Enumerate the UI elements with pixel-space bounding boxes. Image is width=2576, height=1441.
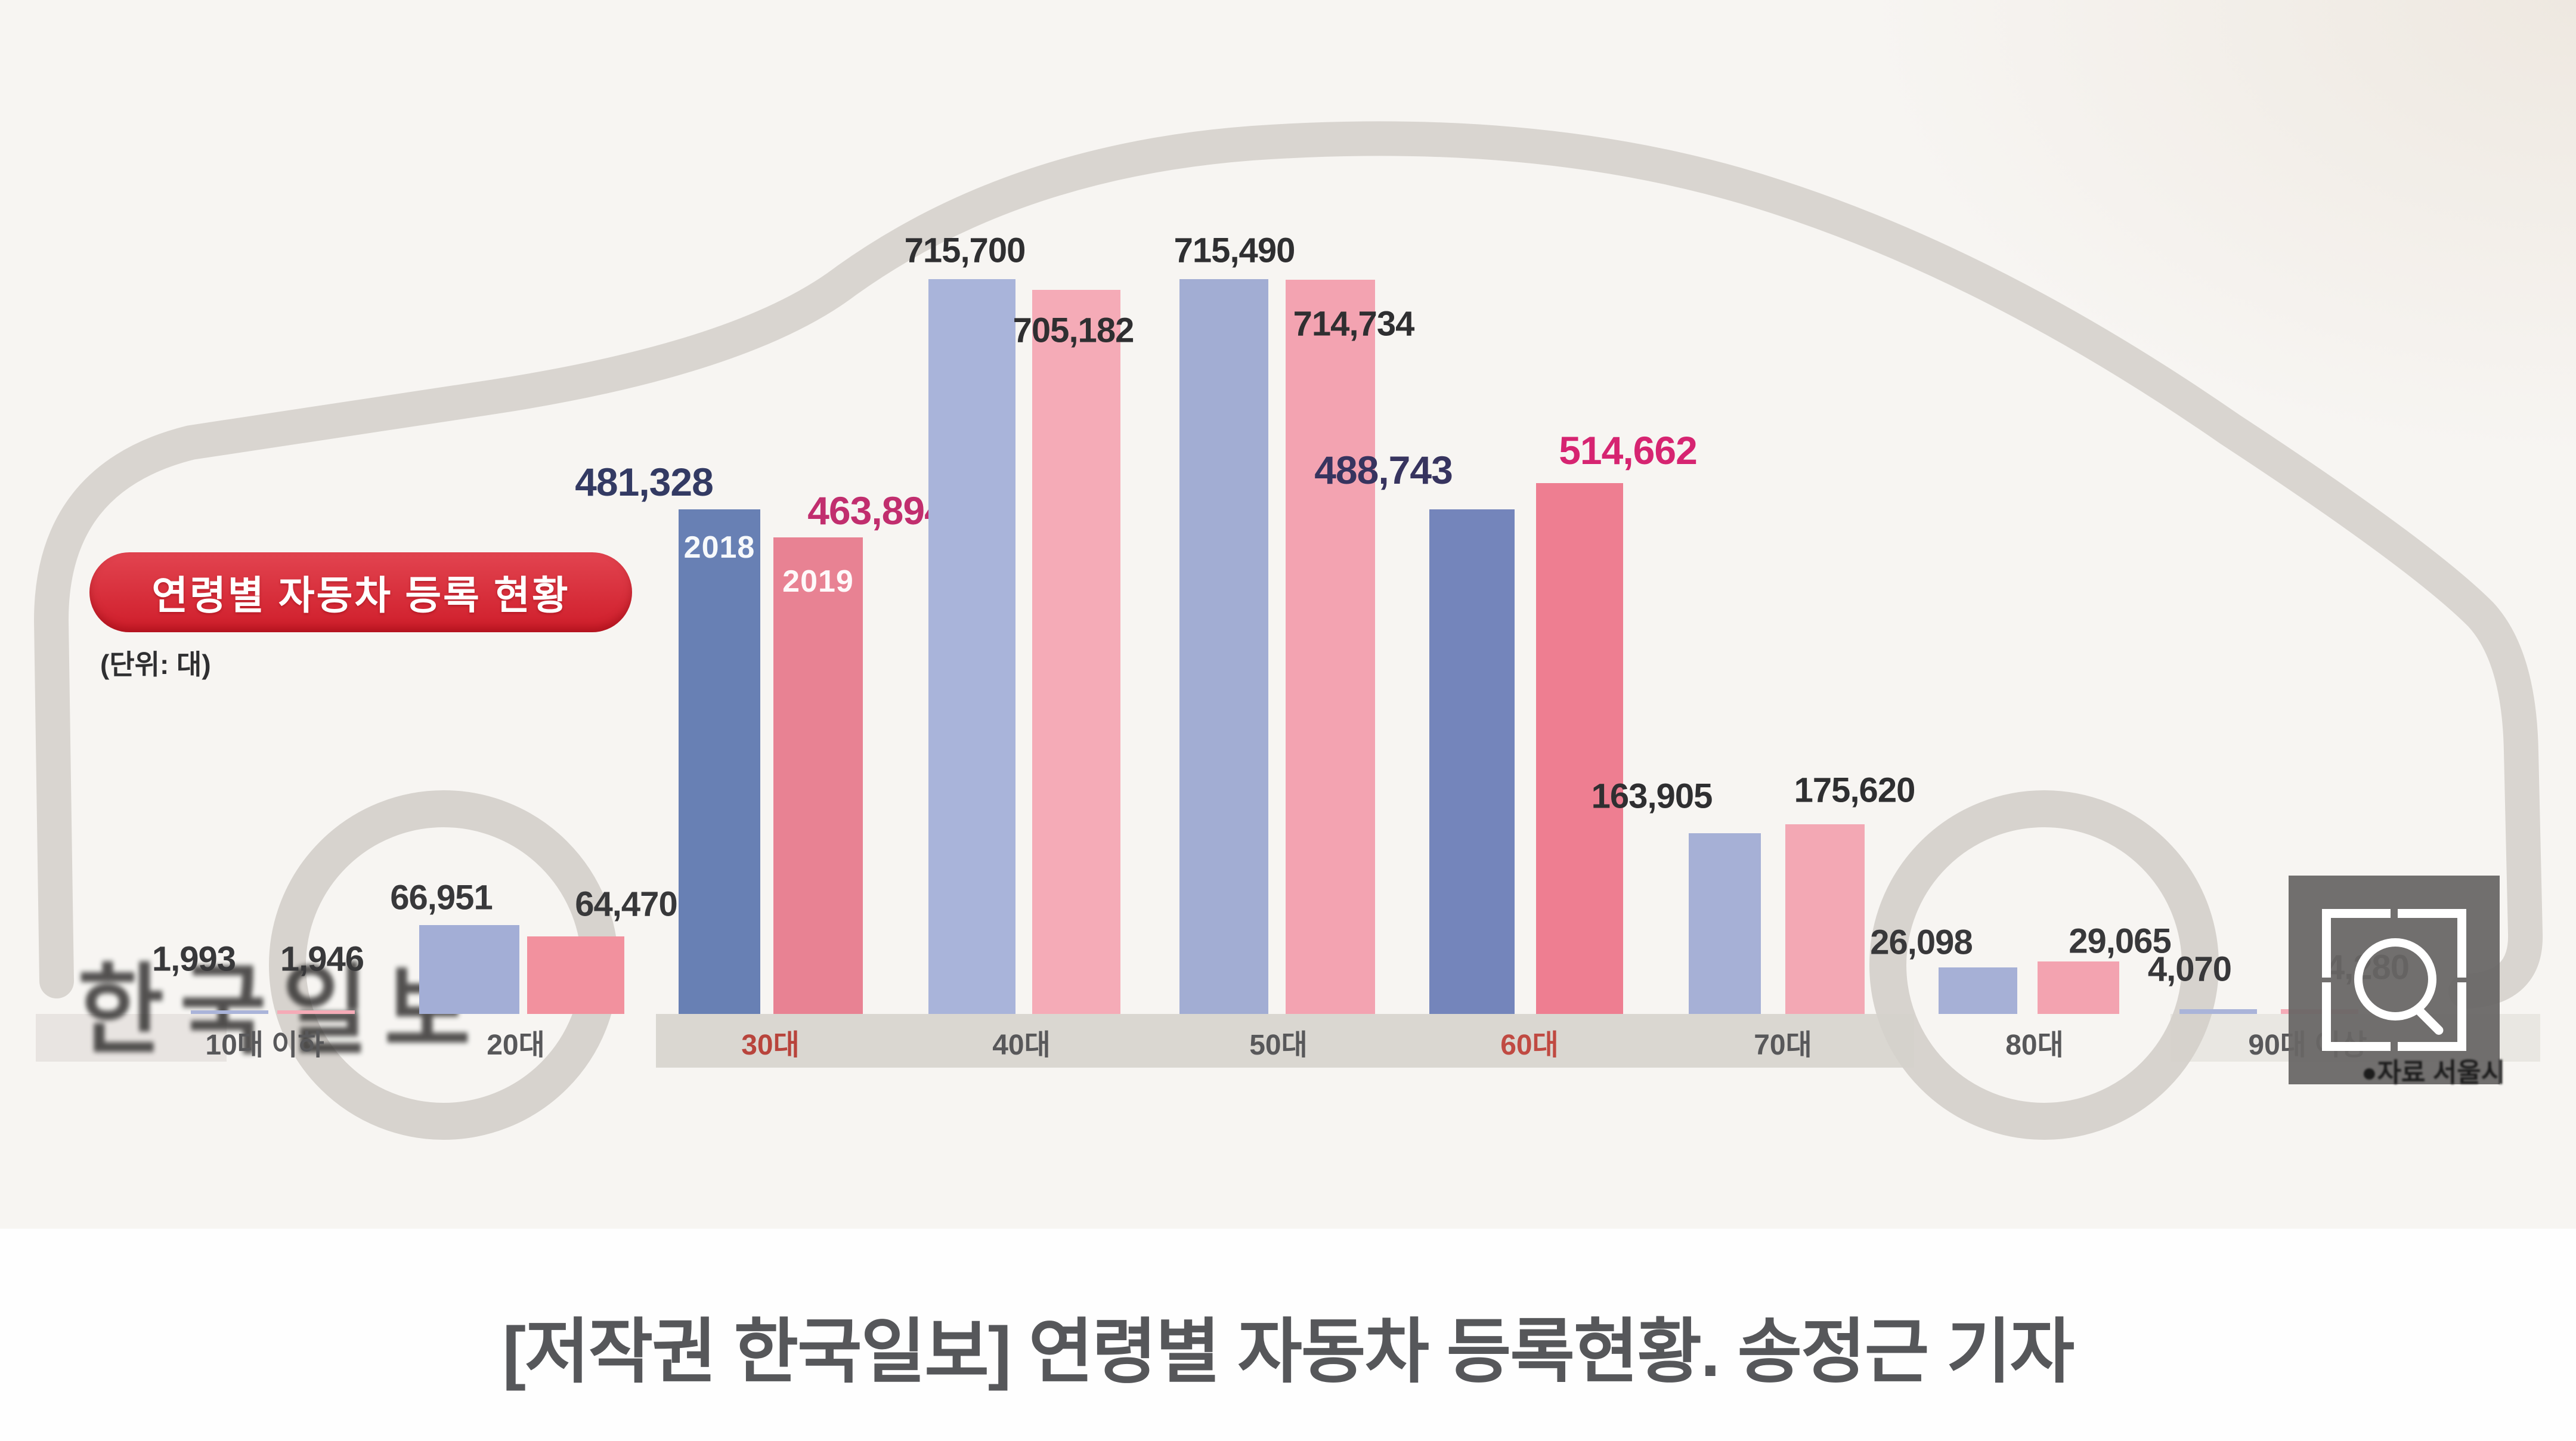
viewfinder-corner-icon	[2322, 909, 2391, 978]
axis-label-80대: 80대	[2005, 1029, 2064, 1061]
chart-title: 연령별 자동차 등록 현황	[151, 573, 570, 617]
value-label-2018: 26,098	[1870, 923, 1973, 962]
bar-2018-50대	[1179, 279, 1268, 1014]
year-chip-2019: 2019	[782, 564, 854, 599]
bar-2019-60대	[1536, 483, 1623, 1014]
bar-2019-10대 이하	[277, 1010, 355, 1014]
bar-2019-40대	[1032, 290, 1120, 1014]
value-label-2018: 715,700	[904, 231, 1026, 270]
axis-label-50대: 50대	[1249, 1029, 1308, 1061]
bar-2018-80대	[1939, 967, 2017, 1014]
source-label: ●자료 서울시	[2361, 1058, 2506, 1087]
bar-2019-50대	[1286, 280, 1375, 1014]
viewfinder-corner-icon	[2322, 982, 2391, 1051]
value-label-2018: 481,328	[575, 460, 714, 504]
value-label-2019: 705,182	[1013, 311, 1135, 350]
rear-wheel-circle	[1869, 790, 2219, 1140]
image-zoom-button[interactable]	[2289, 876, 2500, 1084]
bar-2018-90대 이상	[2179, 1009, 2257, 1014]
viewfinder-corner-icon	[2398, 982, 2466, 1051]
value-label-2018: 4,070	[2147, 950, 2232, 989]
value-label-2018: 488,743	[1314, 448, 1453, 492]
value-label-2018: 1,993	[151, 939, 236, 979]
value-label-2018: 66,951	[390, 878, 493, 917]
year-chip-2018: 2018	[683, 530, 756, 565]
axis-label-40대: 40대	[992, 1029, 1051, 1061]
axis-band-center	[656, 1014, 1914, 1068]
axis-band-front	[36, 1014, 227, 1062]
value-label-2019: 463,894	[807, 488, 946, 533]
axis-label-60대: 60대	[1500, 1029, 1559, 1061]
bar-2018-70대	[1689, 833, 1761, 1014]
axis-label-30대: 30대	[741, 1029, 800, 1061]
value-label-2019: 175,620	[1794, 771, 1916, 810]
bar-2018-20대	[419, 925, 519, 1014]
viewfinder-corner-icon	[2398, 909, 2466, 978]
chart-title-box: 연령별 자동차 등록 현황	[89, 552, 632, 632]
value-label-2018: 163,905	[1591, 777, 1713, 816]
bar-2018-60대	[1429, 509, 1515, 1014]
bar-2019-70대	[1785, 824, 1865, 1014]
bar-2018-40대	[928, 279, 1015, 1014]
unit-label: (단위: 대)	[100, 649, 211, 680]
caption-area: [저작권 한국일보] 연령별 자동차 등록현황. 송정근 기자	[0, 1229, 2576, 1441]
value-label-2018: 715,490	[1174, 231, 1296, 270]
bar-2018-30대	[679, 509, 760, 1014]
magnifier-icon	[2354, 938, 2436, 1021]
car-body-outline	[34, 121, 2543, 1009]
axis-label-20대: 20대	[487, 1029, 545, 1061]
bar-2019-20대	[527, 936, 624, 1014]
bar-2019-80대	[2038, 961, 2119, 1014]
bar-2018-10대 이하	[191, 1010, 268, 1014]
photo-caption: [저작권 한국일보] 연령별 자동차 등록현황. 송정근 기자	[502, 1313, 2075, 1391]
value-label-2019: 514,662	[1559, 428, 1698, 472]
value-label-2019: 29,065	[2069, 922, 2171, 961]
bar-2019-30대	[773, 537, 863, 1014]
axis-label-10대 이하: 10대 이하	[205, 1029, 324, 1061]
value-label-2019: 1,946	[280, 939, 364, 979]
newspaper-watermark: 한국일보	[78, 955, 487, 1066]
value-label-2019: 64,470	[575, 885, 677, 924]
axis-label-70대: 70대	[1754, 1029, 1812, 1061]
value-label-2019: 714,734	[1293, 304, 1415, 344]
